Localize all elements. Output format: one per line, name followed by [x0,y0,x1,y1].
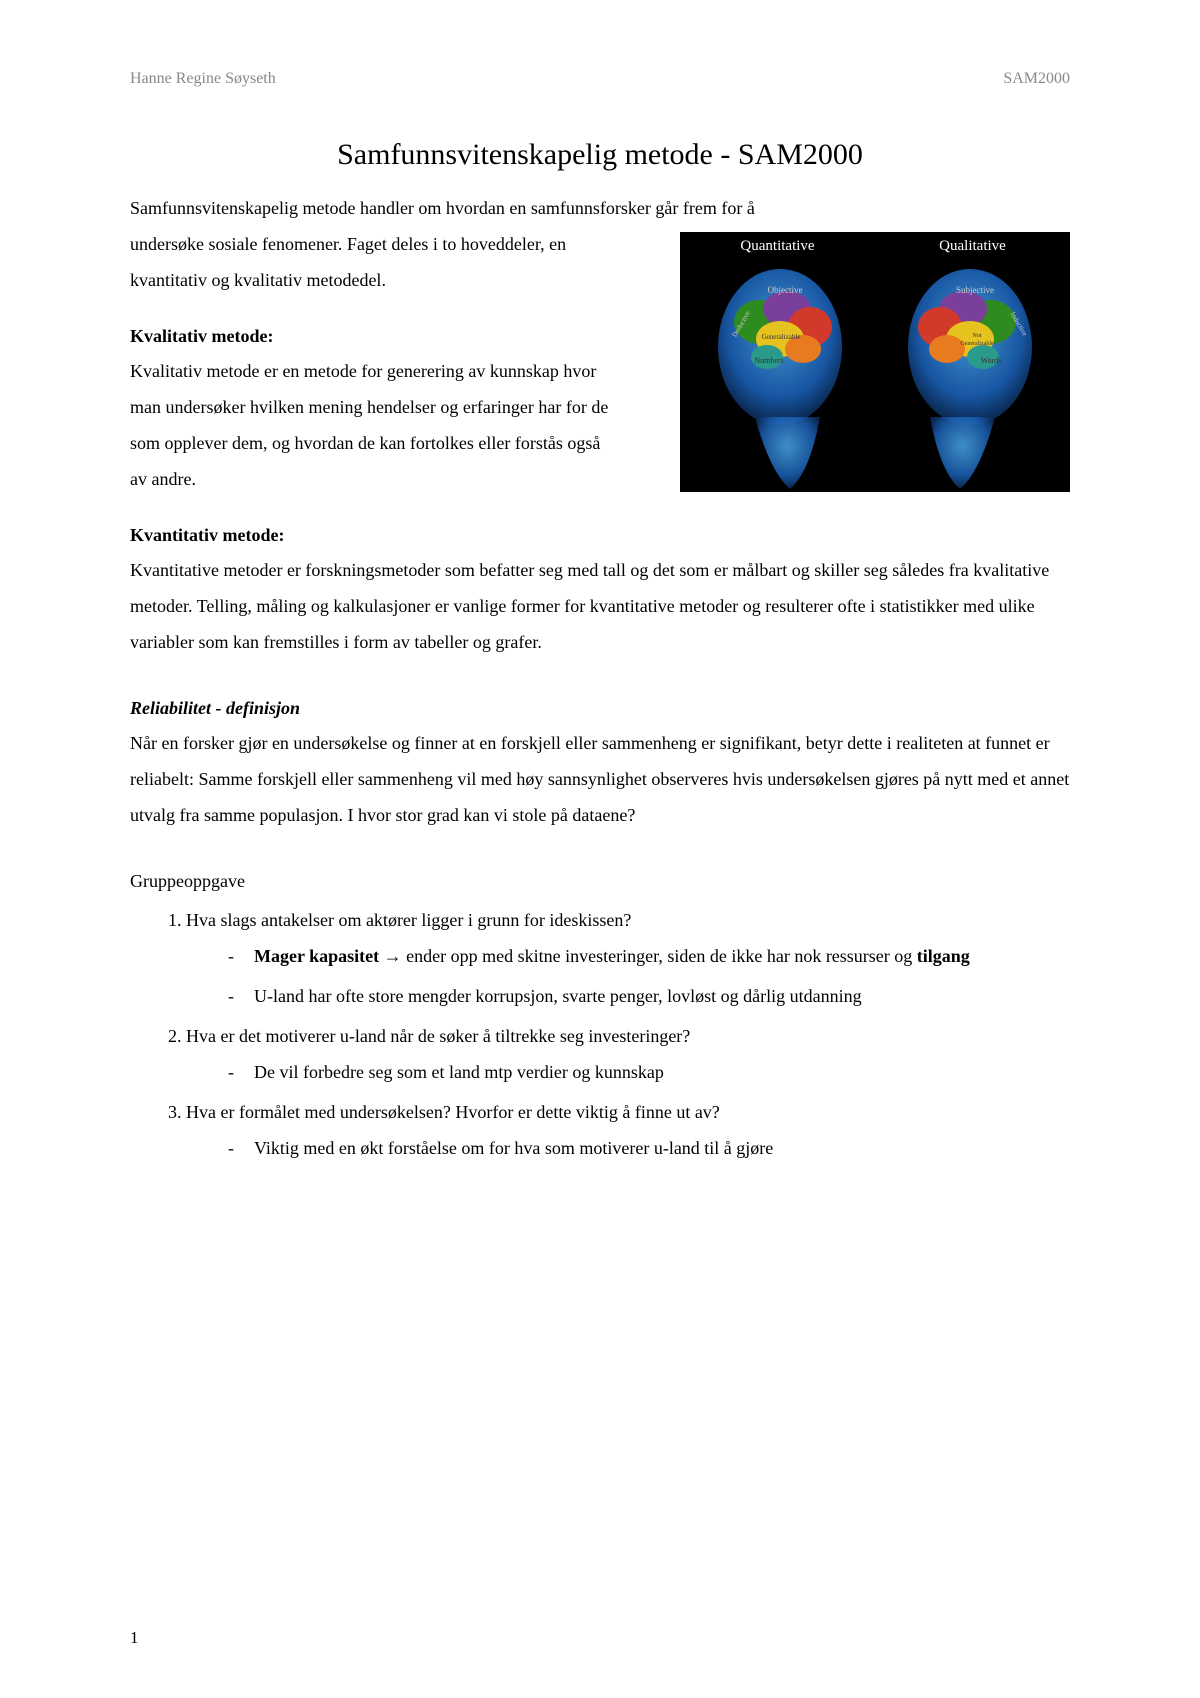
q1b1-rest: → ender opp med skitne investeringer, si… [379,946,917,966]
svg-text:Objective: Objective [768,285,803,295]
figure-label-right: Qualitative [875,238,1070,255]
intro-rest: undersøke sosiale fenomener. Faget deles… [130,226,600,298]
q1-text: Hva slags antakelser om aktører ligger i… [186,910,631,930]
kvantitativ-body: Kvantitative metoder er forskningsmetode… [130,552,1070,660]
list-item: De vil forbedre seg som et land mtp verd… [228,1054,1070,1090]
header-course: SAM2000 [1003,70,1070,88]
gruppe-heading: Gruppeoppgave [130,871,1070,892]
svg-text:Words: Words [981,356,1002,365]
svg-text:Generalizable: Generalizable [960,341,994,347]
intro-section: Samfunnsvitenskapelig metode handler om … [130,190,1070,497]
svg-text:Not: Not [973,333,982,339]
svg-text:Numbers: Numbers [754,356,783,365]
list-item: Mager kapasitet → ender opp med skitne i… [228,938,1070,974]
list-item: Hva slags antakelser om aktører ligger i… [186,902,1070,1014]
header-author: Hanne Regine Søyseth [130,70,276,88]
svg-text:Generalizable: Generalizable [762,333,801,341]
list-item: Hva er formålet med undersøkelsen? Hvorf… [186,1094,1070,1166]
q2-text: Hva er det motiverer u-land når de søker… [186,1026,690,1046]
reliabilitet-body: Når en forsker gjør en undersøkelse og f… [130,725,1070,833]
kvalitativ-body: Kvalitativ metode er en metode for gener… [130,353,620,497]
gruppe-list: Hva slags antakelser om aktører ligger i… [130,902,1070,1166]
intro-line1: Samfunnsvitenskapelig metode handler om … [130,190,1070,226]
svg-text:Subjective: Subjective [956,285,994,295]
brain-figure: Quantitative Qualitative [680,232,1070,492]
page-header: Hanne Regine Søyseth SAM2000 [130,70,1070,88]
page-title: Samfunnsvitenskapelig metode - SAM2000 [130,138,1070,172]
list-item: Viktig med en økt forståelse om for hva … [228,1130,1070,1166]
kvantitativ-heading: Kvantitativ metode: [130,525,1070,546]
list-item: Hva er det motiverer u-land når de søker… [186,1018,1070,1090]
q1b1-bold2: tilgang [917,946,970,966]
page-number: 1 [130,1628,139,1648]
list-item: U-land har ofte store mengder korrupsjon… [228,978,1070,1014]
brain-illustration-icon: Objective Deductive Generalizable Number… [680,232,1070,492]
q3-text: Hva er formålet med undersøkelsen? Hvorf… [186,1102,720,1122]
figure-label-left: Quantitative [680,238,875,255]
reliabilitet-heading: Reliabilitet - definisjon [130,698,1070,719]
q1b1-bold: Mager kapasitet [254,946,379,966]
